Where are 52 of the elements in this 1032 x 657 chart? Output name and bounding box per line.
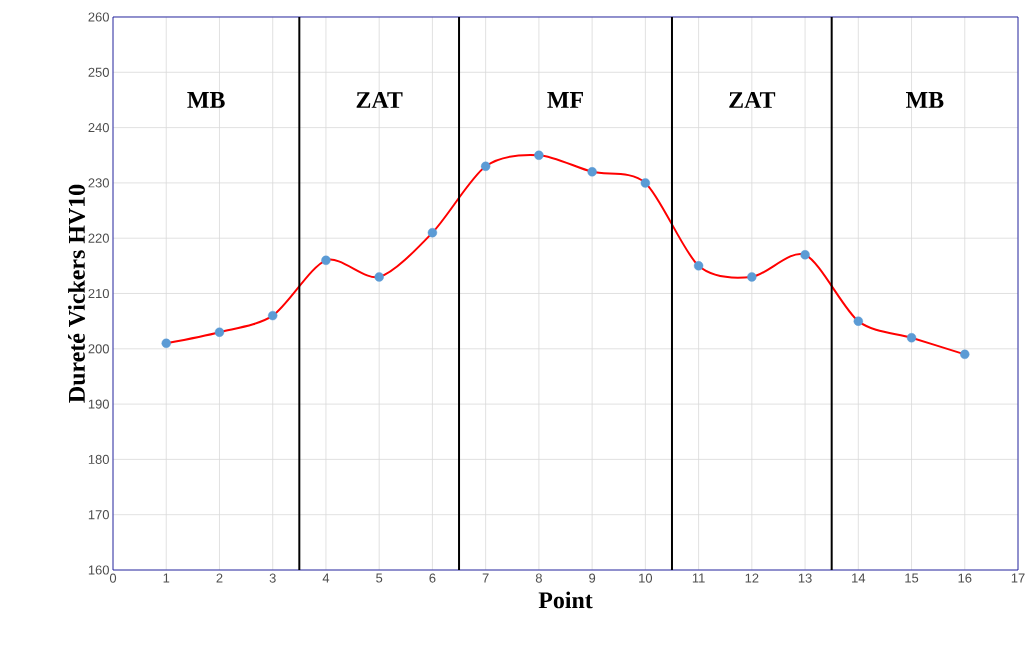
x-tick-label: 8 [535,573,542,583]
y-tick-label: 160 [88,565,109,575]
point [747,272,757,282]
y-axis-title: Dureté Vickers HV10 [68,184,86,403]
y-tick-label: 240 [88,123,109,133]
x-tick-label: 11 [692,573,705,583]
point [480,161,491,171]
x-tick-label: 2 [216,573,223,583]
x-tick-label: 3 [269,573,276,583]
annotation: ZAT [356,92,403,108]
y-tick-label: 180 [88,454,109,464]
point [321,255,331,265]
point [214,327,225,337]
y-tick-label: 210 [88,288,109,299]
x-tick-label: 0 [109,573,117,583]
x-tick-label: 5 [376,573,383,583]
x-tick-label: 6 [429,573,436,583]
x-tick-label: 12 [745,573,759,583]
x-tick-label: 17 [1011,573,1025,583]
point [906,333,917,343]
point [693,261,704,271]
annotation: MF [547,92,583,108]
y-tick-label: 220 [88,233,109,243]
annotation: MB [906,92,944,108]
y-tick-label: 170 [88,510,109,520]
point [161,338,171,348]
y-tick-label: 190 [88,399,109,409]
point [534,150,544,160]
point [587,167,597,177]
y-tick-label: 260 [88,12,109,22]
annotation: ZAT [729,92,776,108]
x-tick-label: 7 [482,573,489,583]
x-axis-title: Point [538,591,593,609]
x-tick-label: 13 [798,573,812,583]
point [640,178,651,188]
x-tick-label: 9 [589,573,596,583]
x-tick-label: 15 [905,573,919,583]
y-tick-label: 200 [88,344,109,354]
point [800,250,810,260]
point [427,227,438,238]
point [268,310,278,321]
y-tick-label: 230 [88,178,109,188]
point [960,349,970,360]
annotation: MB [187,92,225,108]
x-tick-label: 10 [639,573,653,583]
point [374,272,384,282]
point [853,316,863,326]
x-tick-label: 1 [163,573,170,583]
x-tick-label: 4 [322,573,330,583]
x-tick-label: 14 [852,573,866,583]
y-tick-label: 250 [88,67,109,77]
x-tick-label: 16 [958,573,972,583]
